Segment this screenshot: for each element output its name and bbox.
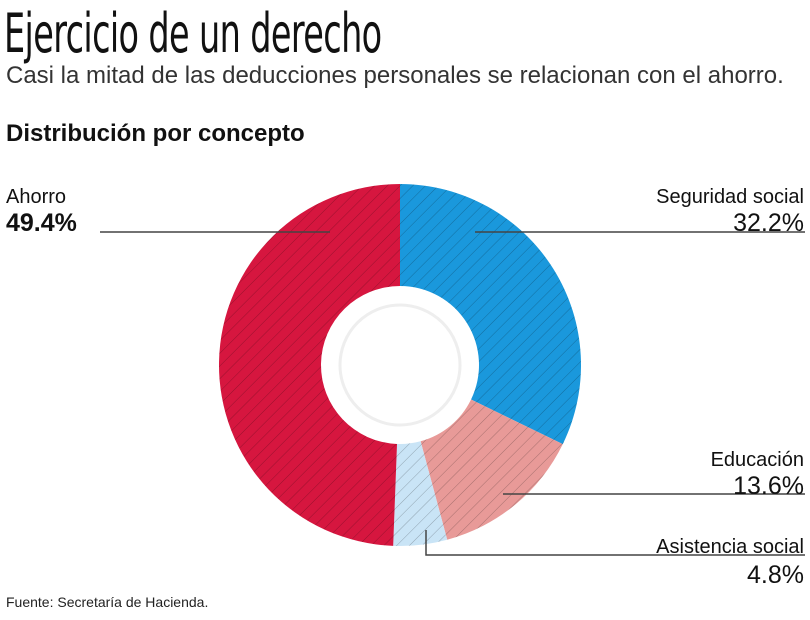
label-educacion: Educación [710, 449, 804, 471]
value-educacion: 13.6% [733, 472, 804, 500]
value-ahorro: 49.4% [6, 209, 77, 237]
page-title: Ejercicio de un derecho [4, 2, 382, 65]
label-seguridad-social: Seguridad social [656, 186, 804, 208]
value-seguridad-social: 32.2% [733, 209, 804, 237]
value-asistencia-social: 4.8% [747, 561, 804, 589]
label-ahorro: Ahorro [6, 186, 67, 208]
slice-educacion-hatching [420, 399, 563, 540]
chart-title: Distribución por concepto [6, 120, 305, 147]
source-note: Fuente: Secretaría de Hacienda. [6, 594, 209, 610]
watermark-emblem-icon [338, 303, 462, 427]
subtitle: Casi la mitad de las deducciones persona… [6, 62, 784, 89]
leader-line-asistencia-social [425, 530, 805, 556]
slice-ahorro-hatching [218, 184, 400, 546]
label-asistencia-social: Asistencia social [656, 536, 804, 558]
slice-seguridad-social-hatching [400, 184, 582, 445]
slice-asistencia-social-hatching [393, 441, 448, 547]
